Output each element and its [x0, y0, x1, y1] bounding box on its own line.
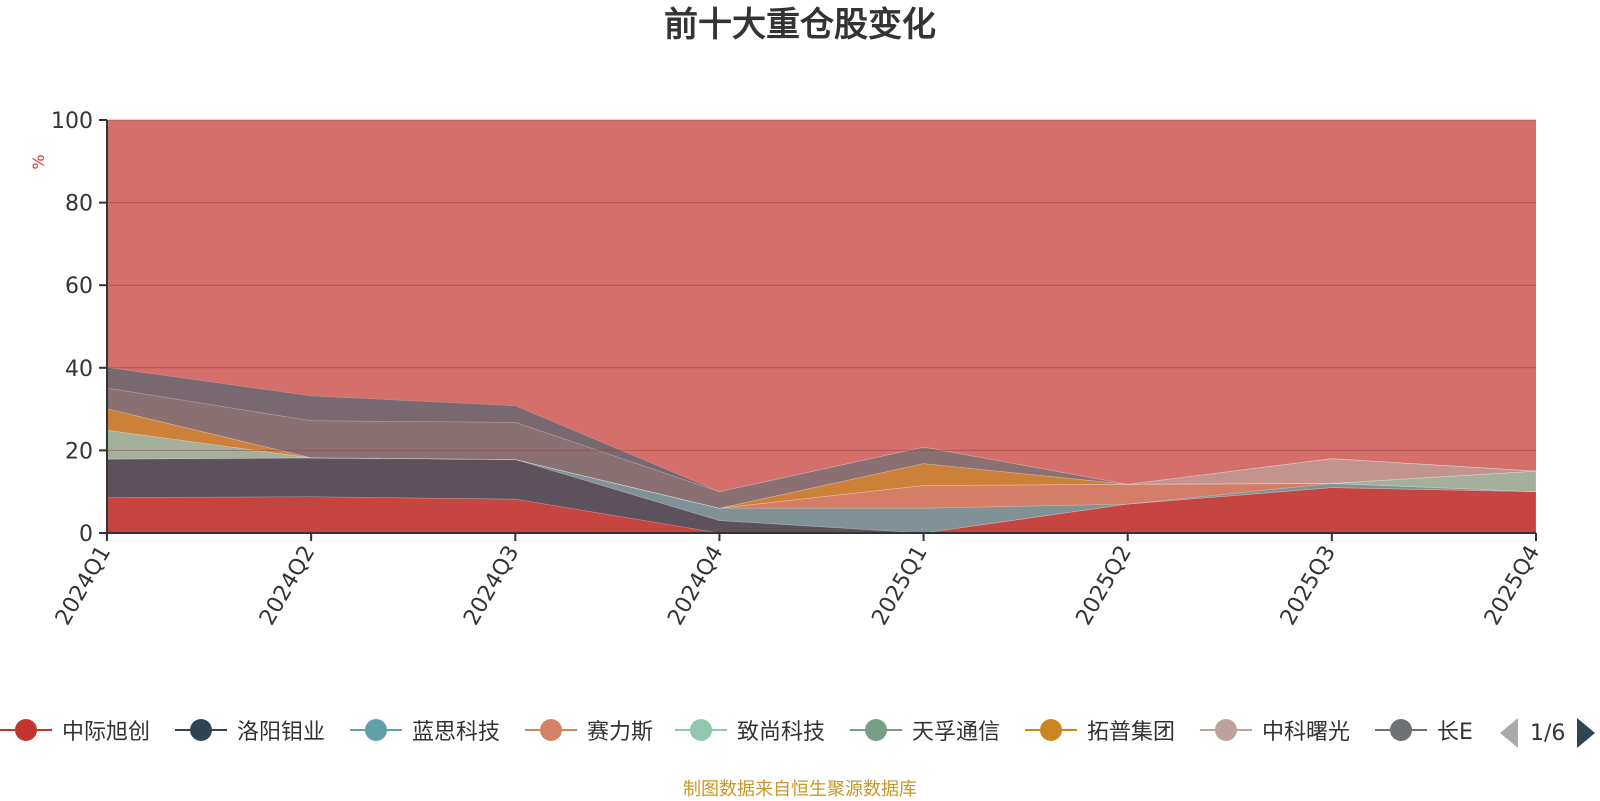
chart-plot: 0 20 40 60 80 100% 2024Q1 2024Q2 2024Q3 2024Q4 202…	[29, 109, 1545, 630]
x-tick-label: 2025Q3	[1276, 542, 1341, 630]
legend-item[interactable]: 中际旭创	[0, 710, 150, 750]
legend-marker-icon	[1200, 710, 1252, 750]
legend-marker-icon	[850, 710, 902, 750]
legend-label: 洛阳钼业	[237, 720, 326, 745]
legend-item[interactable]: 致尚科技	[675, 710, 825, 750]
legend-marker-icon	[1025, 710, 1077, 750]
y-tick-label: 100	[51, 109, 93, 134]
legend-item[interactable]: 中科曙光	[1200, 710, 1350, 750]
legend-label: 赛力斯	[587, 720, 654, 745]
legend-label: 拓普集团	[1087, 720, 1176, 745]
legend-item[interactable]: 赛力斯	[525, 710, 653, 750]
legend-marker-icon	[175, 710, 227, 750]
legend-marker-icon	[350, 710, 402, 750]
data-source-footer: 制图数据来自恒生聚源数据库	[683, 779, 917, 800]
chart-title: 前十大重仓股变化	[664, 5, 936, 45]
legend: 中际旭创 洛阳钼业 蓝思科技 赛力斯 致尚科技 天孚通信 拓普集团 中科曙光 长E	[0, 710, 1480, 750]
x-tick-label: 2024Q4	[663, 542, 728, 630]
legend-label: 天孚通信	[912, 720, 1001, 745]
legend-label: 中科曙光	[1262, 720, 1351, 745]
legend-label: 中际旭创	[62, 720, 151, 745]
y-tick-label: 40	[65, 357, 93, 382]
legend-item[interactable]: 蓝思科技	[350, 710, 500, 750]
legend-label: 蓝思科技	[412, 720, 501, 745]
next-page-icon[interactable]	[1577, 718, 1596, 748]
legend-marker-icon	[0, 710, 52, 750]
x-tick-label: 2024Q2	[255, 542, 320, 630]
legend-pager: 1/6	[1500, 718, 1596, 748]
x-tick-label: 2025Q2	[1072, 542, 1137, 630]
legend-label: 长E	[1437, 720, 1473, 745]
prev-page-icon[interactable]	[1500, 718, 1518, 748]
y-tick-label: 0	[79, 522, 93, 547]
legend-item[interactable]: 洛阳钼业	[175, 710, 325, 750]
legend-item[interactable]: 长E	[1375, 710, 1473, 750]
x-tick-label: 2025Q4	[1480, 542, 1545, 630]
series-area-8	[106, 387, 1537, 509]
legend-label: 致尚科技	[737, 720, 826, 745]
x-tick-label: 2024Q3	[459, 542, 524, 630]
legend-marker-icon	[1375, 710, 1427, 750]
legend-page-indicator: 1/6	[1530, 720, 1566, 746]
y-tick-label: 20	[65, 439, 93, 464]
x-tick-label: 2025Q1	[867, 542, 932, 630]
x-tick-label: 2024Q1	[51, 542, 116, 630]
series-area-9	[106, 367, 1537, 493]
legend-item[interactable]: 拓普集团	[1025, 710, 1175, 750]
y-tick-label: 80	[65, 192, 93, 217]
y-tick-label: 60	[65, 274, 93, 299]
legend-marker-icon	[525, 710, 577, 750]
y-axis-label: %	[29, 154, 48, 169]
legend-marker-icon	[675, 710, 727, 750]
legend-item[interactable]: 天孚通信	[850, 710, 1000, 750]
